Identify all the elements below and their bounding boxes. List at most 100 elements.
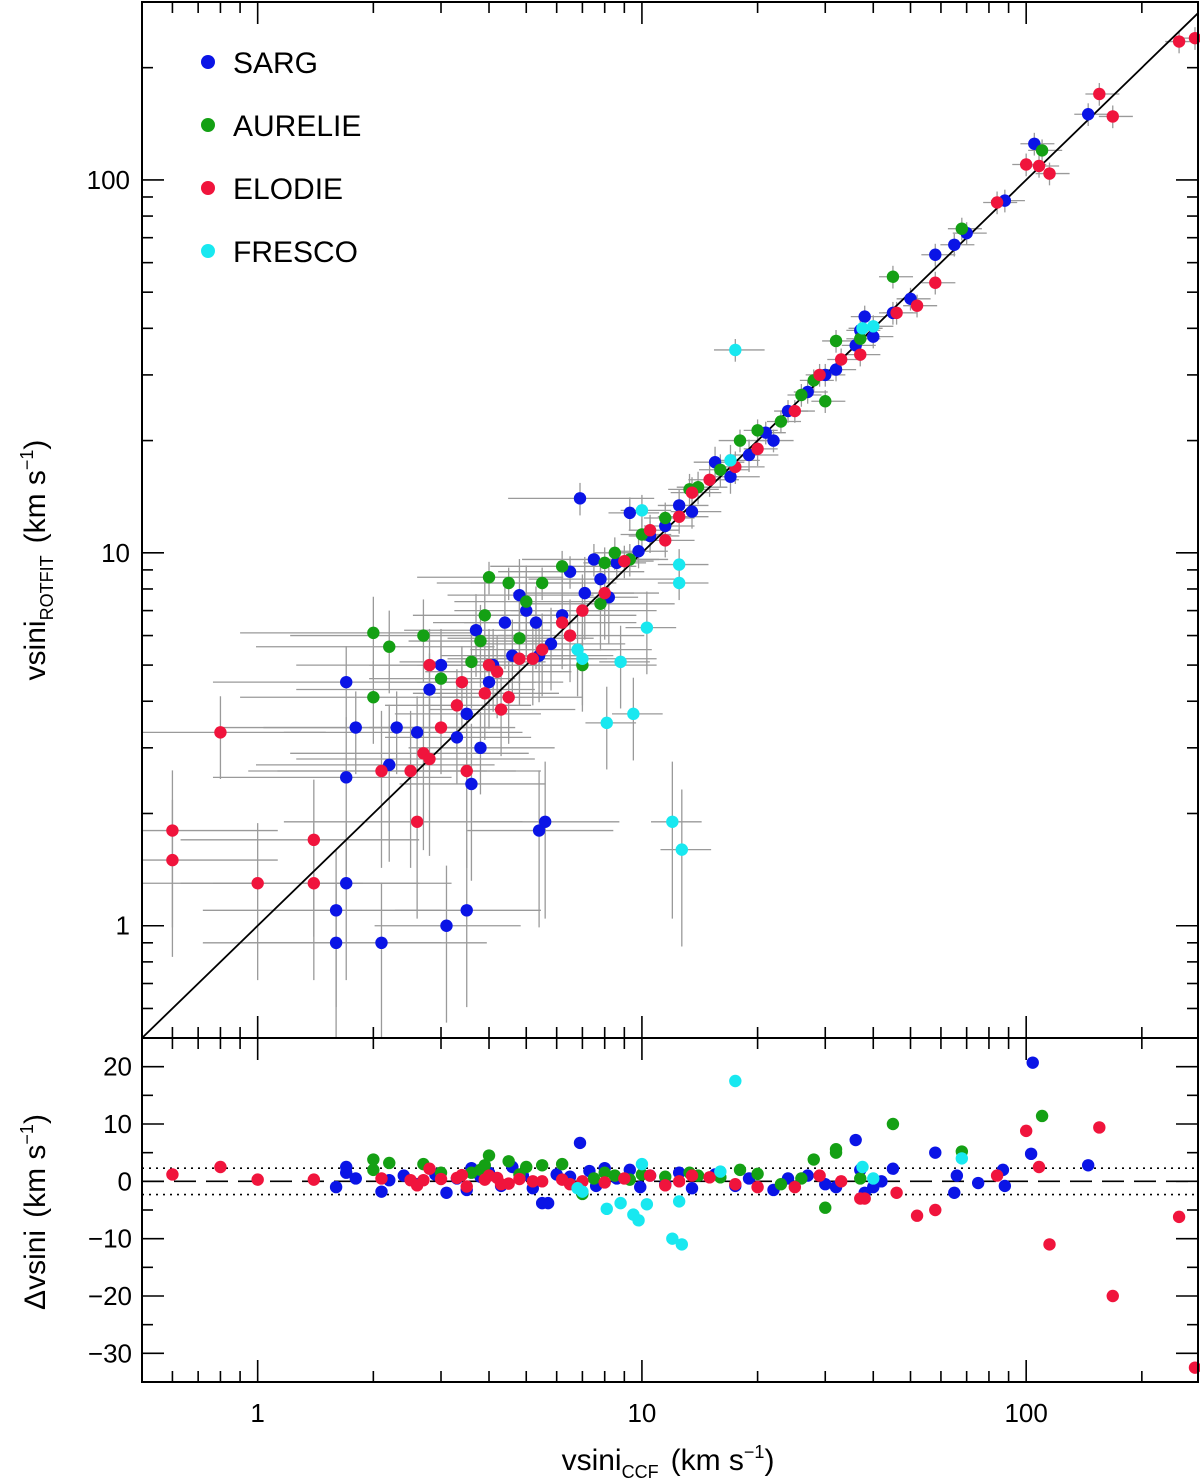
- data-point-sarg: [1081, 108, 1095, 121]
- residual-point-sarg: [541, 1196, 555, 1210]
- legend-marker-aurelie: [201, 118, 215, 132]
- data-point-aurelie: [594, 597, 607, 611]
- data-point-sarg: [469, 624, 483, 637]
- legend-label-aurelie: AURELIE: [233, 110, 361, 143]
- data-point-sarg: [498, 616, 512, 629]
- data-point-fresco: [600, 716, 613, 730]
- residual-point-aurelie: [478, 1159, 491, 1172]
- data-point-aurelie: [465, 655, 478, 669]
- residual-point-elodie: [659, 1179, 672, 1192]
- data-point-aurelie: [535, 576, 549, 590]
- residual-point-fresco: [640, 1198, 654, 1211]
- data-point-elodie: [672, 510, 686, 523]
- data-point-sarg: [434, 658, 448, 672]
- residual-point-aurelie: [819, 1201, 832, 1214]
- residual-point-elodie: [307, 1173, 321, 1186]
- data-point-sarg: [450, 731, 464, 744]
- residual-point-elodie: [423, 1162, 436, 1175]
- residual-point-fresco: [635, 1157, 649, 1171]
- residual-point-aurelie: [795, 1172, 808, 1185]
- data-point-aurelie: [886, 270, 900, 283]
- residual-point-elodie: [375, 1172, 388, 1185]
- residual-point-aurelie: [807, 1153, 820, 1166]
- data-point-sarg: [340, 771, 353, 784]
- data-point-sarg: [742, 448, 756, 462]
- data-point-sarg: [929, 248, 942, 261]
- data-point-elodie: [618, 554, 631, 568]
- bottom-plot-frame: [141, 1037, 1199, 1383]
- residual-point-sarg: [340, 1160, 353, 1174]
- bottom-y-tick-label: −10: [88, 1224, 132, 1254]
- data-point-elodie: [576, 604, 589, 617]
- residual-point-sarg: [573, 1136, 587, 1150]
- data-point-fresco: [729, 343, 742, 357]
- x-tick-label: 1: [250, 1398, 264, 1428]
- residual-point-elodie: [526, 1175, 539, 1188]
- residual-point-sarg: [375, 1185, 388, 1198]
- x-tick-label: 100: [1004, 1398, 1047, 1428]
- data-point-fresco: [640, 621, 654, 634]
- data-point-sarg: [573, 492, 587, 505]
- residual-point-aurelie: [608, 1169, 622, 1182]
- residual-point-elodie: [813, 1169, 826, 1182]
- top-data-points: [166, 31, 1200, 950]
- top-y-title-close: ): [19, 440, 52, 450]
- data-point-elodie: [307, 877, 321, 890]
- residual-point-sarg: [971, 1176, 985, 1190]
- data-point-sarg: [340, 675, 353, 689]
- data-point-sarg: [632, 545, 645, 558]
- residual-point-elodie: [990, 1169, 1004, 1182]
- residual-point-aurelie: [774, 1178, 788, 1191]
- data-point-elodie: [929, 276, 942, 289]
- data-point-aurelie: [367, 691, 380, 704]
- data-point-elodie: [685, 486, 699, 499]
- residual-point-elodie: [1019, 1124, 1033, 1138]
- residual-point-sarg: [950, 1169, 964, 1182]
- x-axis-title: vsiniCCF (km s−1): [562, 1442, 775, 1482]
- data-point-elodie: [423, 658, 436, 672]
- residual-point-fresco: [955, 1152, 969, 1165]
- data-point-fresco: [627, 707, 640, 721]
- residual-point-aurelie: [367, 1153, 380, 1166]
- data-point-elodie: [890, 306, 903, 320]
- x-tick-label: 10: [627, 1398, 656, 1428]
- data-point-sarg: [482, 675, 496, 689]
- top-y-tick-label: 10: [101, 538, 130, 568]
- residual-point-fresco: [576, 1185, 589, 1198]
- bottom-y-title-units: (km s: [19, 1145, 52, 1218]
- data-point-aurelie: [659, 511, 672, 525]
- data-point-elodie: [659, 534, 672, 547]
- data-point-aurelie: [478, 609, 491, 622]
- residual-point-sarg: [329, 1180, 343, 1194]
- data-point-aurelie: [733, 434, 747, 447]
- residual-point-fresco: [856, 1160, 869, 1174]
- data-point-sarg: [532, 824, 546, 837]
- residual-point-aurelie: [555, 1157, 569, 1171]
- residual-point-elodie: [672, 1175, 686, 1188]
- data-point-elodie: [703, 473, 716, 486]
- top-y-axis-title: vsiniROTFIT (km s−1): [17, 440, 57, 681]
- data-point-aurelie: [513, 632, 526, 645]
- data-point-elodie: [251, 877, 264, 890]
- data-point-sarg: [520, 604, 533, 617]
- top-y-title-exp: −1: [17, 450, 37, 471]
- residual-point-sarg: [886, 1162, 900, 1175]
- data-point-aurelie: [367, 626, 380, 640]
- data-point-elodie: [555, 616, 569, 629]
- residual-point-elodie: [434, 1172, 448, 1186]
- data-point-sarg: [465, 777, 478, 791]
- data-point-aurelie: [608, 546, 622, 560]
- data-point-fresco: [635, 504, 649, 517]
- residual-point-sarg: [948, 1186, 961, 1200]
- data-point-aurelie: [829, 334, 843, 348]
- data-point-elodie: [643, 523, 657, 537]
- top-scatter-plot: 1 10 100: [87, 1, 1200, 1039]
- data-point-sarg: [329, 904, 343, 917]
- data-point-aurelie: [751, 424, 764, 437]
- residual-point-fresco: [729, 1074, 742, 1088]
- residual-point-fresco: [672, 1195, 686, 1208]
- data-point-sarg: [948, 238, 961, 251]
- residual-point-elodie: [910, 1209, 924, 1222]
- data-point-sarg: [578, 586, 591, 600]
